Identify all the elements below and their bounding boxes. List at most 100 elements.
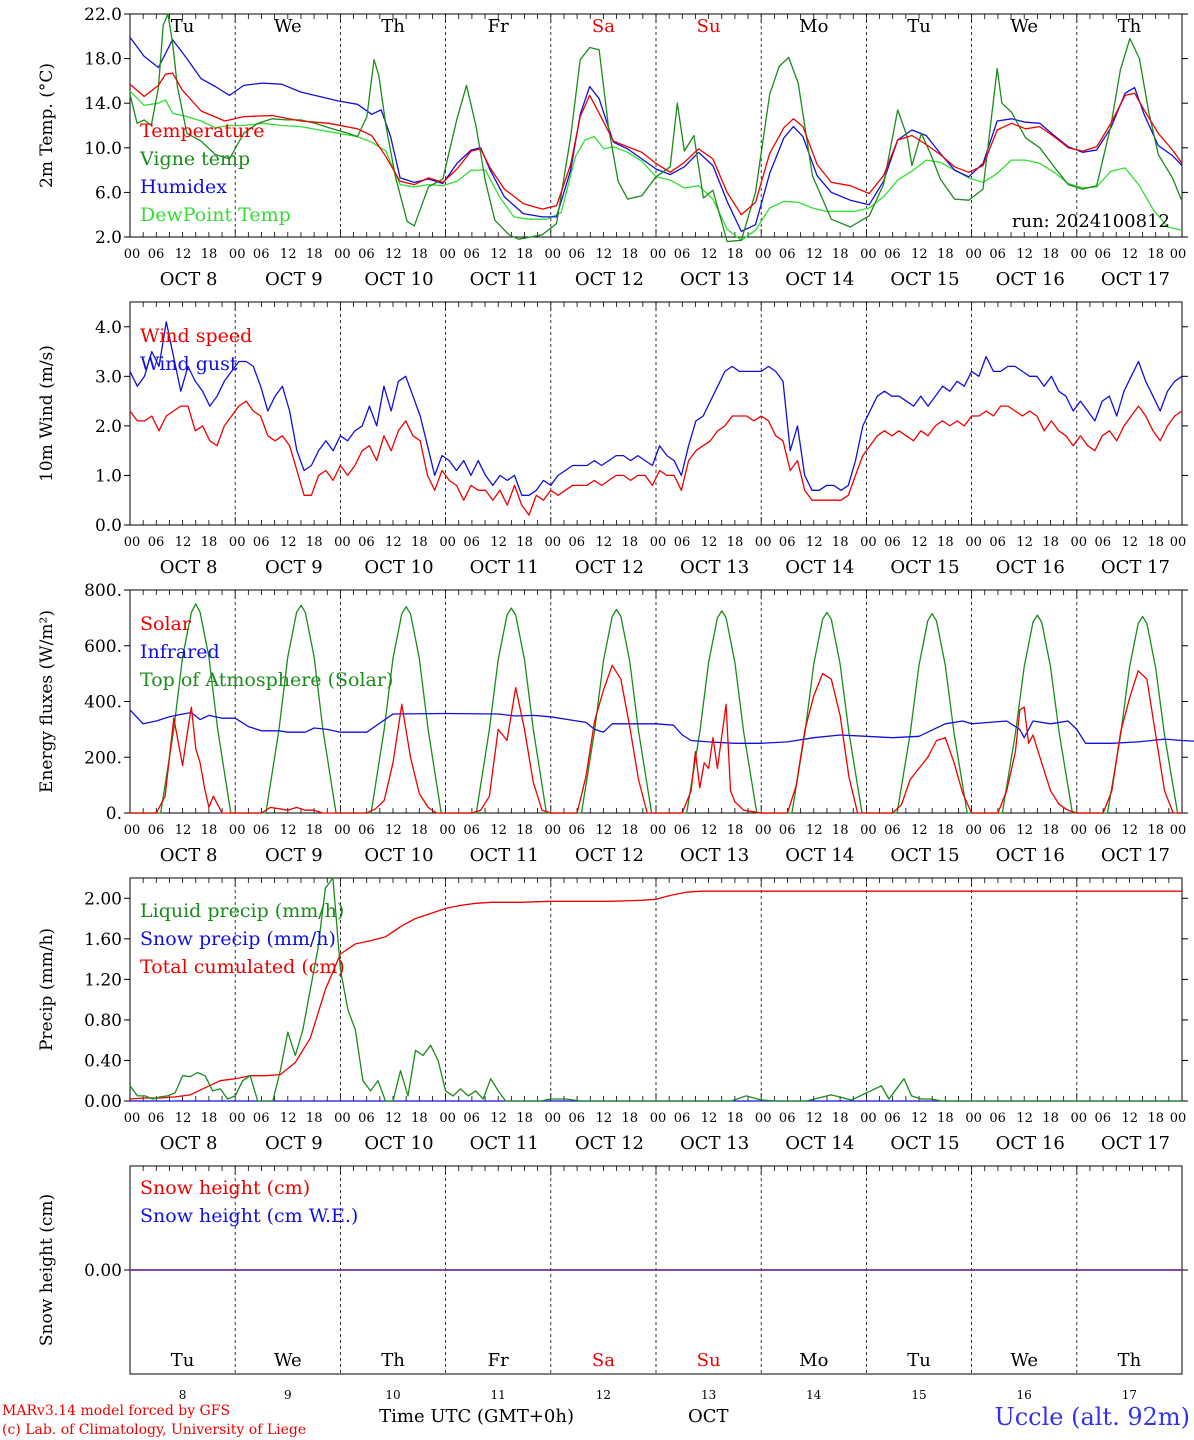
hour-tick-label: 00 [124,1111,141,1126]
hour-tick-label: 18 [516,535,533,550]
date-label: OCT 12 [575,269,644,290]
hour-tick-label: 18 [411,535,428,550]
weekday-label: Sa [592,16,615,37]
hour-tick-label: 00 [1071,247,1088,262]
hour-tick-label: 06 [674,535,691,550]
legend-entry: Top of Atmosphere (Solar) [140,669,393,691]
hour-tick-label: 06 [358,823,375,838]
day-number-label: 11 [491,1388,506,1402]
hour-tick-label: 06 [569,823,586,838]
day-number-label: 13 [701,1388,716,1402]
y-axis-label: Precip (mm/h) [37,928,57,1051]
weekday-label: Tu [907,1350,931,1371]
hour-tick-label: 00 [755,535,772,550]
hour-tick-label: 06 [1095,247,1112,262]
hour-tick-label: 06 [463,247,480,262]
hour-tick-label: 00 [965,247,982,262]
hour-tick-label: 18 [516,1111,533,1126]
hour-tick-label: 12 [490,823,507,838]
date-label: OCT 16 [996,845,1065,866]
y-axis-label: Snow height (cm) [37,1194,57,1346]
hour-tick-label: 18 [201,247,218,262]
hour-tick-label: 18 [201,823,218,838]
y-tick-label: 3.0 [95,367,122,387]
legend-entry: Total cumulated (cm) [140,956,345,978]
date-label: OCT 17 [1101,845,1170,866]
hour-tick-label: 00 [1071,823,1088,838]
date-label: OCT 13 [680,1133,749,1154]
hour-tick-label: 00 [650,247,667,262]
hour-tick-label: 00 [1170,247,1187,262]
date-label: OCT 8 [160,269,218,290]
hour-tick-label: 00 [334,247,351,262]
plot-frame [129,589,1183,814]
hour-tick-label: 06 [148,535,165,550]
legend-entry: Snow height (cm W.E.) [140,1205,358,1227]
date-label: OCT 14 [785,557,854,578]
hour-tick-label: 18 [306,823,323,838]
hour-tick-label: 18 [727,535,744,550]
hour-tick-label: 12 [385,1111,402,1126]
series-line-total-cumulated-cm- [129,890,1182,1100]
y-tick-label: 14.0 [84,94,122,114]
date-label: OCT 12 [575,557,644,578]
y-tick-label: 1.20 [84,970,122,990]
hour-tick-label: 00 [439,823,456,838]
hour-tick-label: 06 [253,1111,270,1126]
hour-tick-label: 18 [516,823,533,838]
hour-tick-label: 12 [385,247,402,262]
hour-tick-label: 12 [806,247,823,262]
series-line-infrared [129,709,1194,744]
series-line-temperature [129,72,1183,216]
date-label: OCT 17 [1101,269,1170,290]
legend-entry: Vigne temp [139,148,250,170]
hour-tick-label: 18 [832,823,849,838]
hour-tick-label: 00 [545,1111,562,1126]
date-label: OCT 14 [785,1133,854,1154]
weekday-label: We [274,16,302,37]
hour-tick-label: 12 [1016,823,1033,838]
date-label: OCT 8 [160,1133,218,1154]
date-label: OCT 14 [785,845,854,866]
date-label: OCT 10 [364,269,433,290]
day-number-label: 16 [1017,1388,1032,1402]
series-line-vigne-temp [129,13,1183,243]
y-axis-label: 2m Temp. (°C) [37,63,57,188]
model-credit-line1: MARv3.14 model forced by GFS [2,1403,230,1419]
series-line-solar [130,664,1182,814]
legend-entry: Infrared [140,641,220,663]
hour-tick-label: 00 [650,1111,667,1126]
hour-tick-label: 12 [280,535,297,550]
hour-tick-label: 18 [937,823,954,838]
hour-tick-label: 06 [674,1111,691,1126]
hour-tick-label: 00 [229,247,246,262]
series-line-liquid-precip-mm-h- [129,877,1182,1102]
hour-tick-label: 06 [569,1111,586,1126]
hour-tick-label: 00 [229,535,246,550]
weekday-label: We [1010,1350,1038,1371]
hour-tick-label: 00 [965,1111,982,1126]
hour-tick-label: 12 [701,823,718,838]
day-number-label: 8 [179,1388,187,1402]
legend-entry: Snow height (cm) [140,1177,310,1199]
hour-tick-label: 06 [148,247,165,262]
hour-tick-label: 00 [860,823,877,838]
hour-tick-label: 12 [701,535,718,550]
hour-tick-label: 06 [463,1111,480,1126]
hour-tick-label: 06 [358,1111,375,1126]
hour-tick-label: 12 [1016,535,1033,550]
hour-tick-label: 00 [1170,1111,1187,1126]
hour-tick-label: 18 [937,535,954,550]
hour-tick-label: 12 [490,1111,507,1126]
hour-tick-label: 12 [175,823,192,838]
hour-tick-label: 00 [334,1111,351,1126]
hour-tick-label: 18 [411,1111,428,1126]
hour-tick-label: 00 [124,247,141,262]
hour-tick-label: 06 [779,823,796,838]
wind-panel: 0.0 1.0 2.0 3.0 4.0 10m Wind (m/s) 00 06 12 18 OCT… [37,301,1188,578]
hour-tick-label: 00 [439,1111,456,1126]
date-label: OCT 15 [890,557,959,578]
hour-tick-label: 12 [1122,535,1139,550]
date-label: OCT 11 [470,269,539,290]
hour-tick-label: 00 [439,535,456,550]
